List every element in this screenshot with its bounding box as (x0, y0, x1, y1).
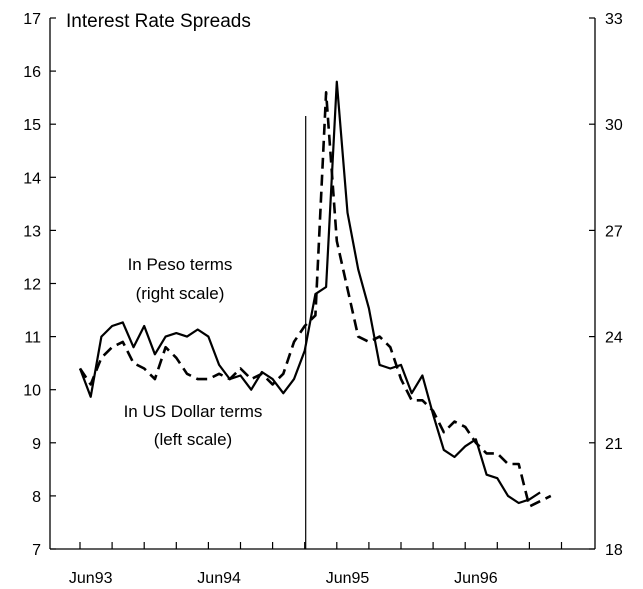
left-axis-ticks: 7 8 9 10 11 12 13 14 15 16 17 (23, 11, 56, 559)
series-lines (78, 80, 552, 508)
x-tick-label: Jun93 (69, 570, 113, 587)
usd-series-line (78, 91, 552, 508)
left-tick-label: 8 (32, 489, 41, 506)
x-tick-label: Jun95 (326, 570, 370, 587)
right-tick-label: 24 (605, 330, 623, 347)
left-tick-label: 9 (32, 436, 41, 453)
right-tick-label: 33 (605, 11, 623, 28)
usd-annotation-line2: (left scale) (154, 430, 232, 449)
left-tick-label: 11 (24, 330, 41, 347)
right-axis-ticks: 18 21 24 27 30 33 (589, 11, 623, 559)
x-axis-ticks (79, 542, 563, 549)
plot-axes (49, 18, 596, 550)
right-tick-label: 21 (605, 436, 623, 453)
chart-title: Interest Rate Spreads (66, 11, 251, 32)
peso-series-line (78, 80, 541, 505)
left-tick-label: 14 (23, 170, 41, 187)
left-tick-label: 16 (23, 64, 41, 81)
left-tick-label: 7 (32, 542, 41, 559)
left-tick-label: 17 (23, 11, 41, 28)
peso-annotation-line2: (right scale) (136, 284, 225, 303)
peso-annotation-line1: In Peso terms (128, 255, 233, 274)
right-tick-label: 27 (605, 223, 623, 240)
right-tick-label: 30 (605, 117, 623, 134)
right-tick-label: 18 (605, 542, 623, 559)
left-tick-label: 12 (23, 277, 41, 294)
x-tick-label: Jun94 (197, 570, 241, 587)
x-tick-label: Jun96 (454, 570, 498, 587)
x-axis-tick-labels: Jun93 Jun94 Jun95 Jun96 (69, 570, 498, 587)
left-tick-label: 15 (23, 117, 41, 134)
usd-annotation-line1: In US Dollar terms (124, 402, 263, 421)
left-tick-label: 10 (23, 383, 41, 400)
left-tick-label: 13 (23, 223, 41, 240)
